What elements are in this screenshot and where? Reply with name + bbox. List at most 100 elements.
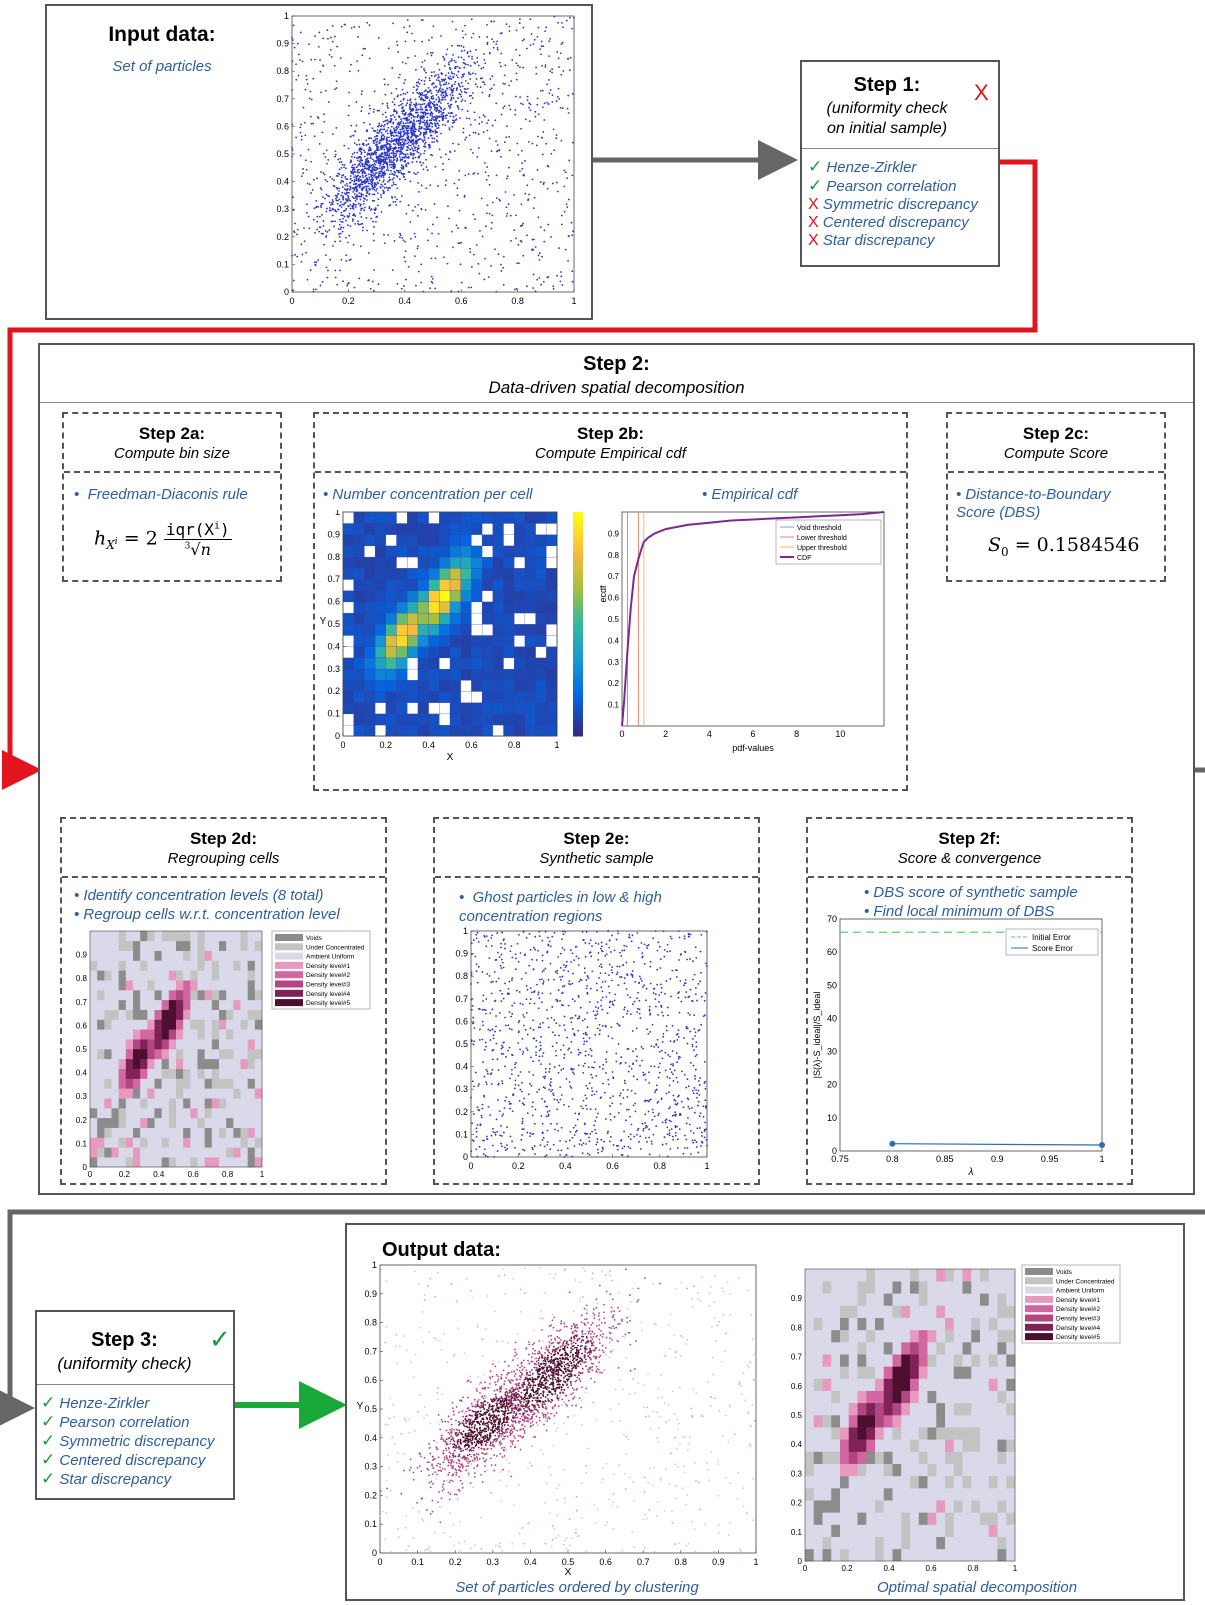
ghost-particle [607, 1083, 610, 1086]
regroup-cell [247, 980, 256, 991]
ghost-particle [541, 1021, 544, 1024]
regroup-cell [104, 1117, 112, 1128]
input-data-panel: Input data: Set of particles 0 0.2 0.4 0.6 0… [45, 4, 593, 320]
particle [390, 140, 393, 143]
heatmap-cell [471, 713, 483, 726]
regroup-cell [176, 1058, 184, 1069]
regroup-cell [90, 1049, 98, 1060]
particle [470, 286, 473, 289]
ghost-particle [520, 1090, 523, 1093]
particle [449, 105, 452, 108]
regroup-cell [247, 970, 256, 981]
ghost-particle [553, 1019, 556, 1021]
ghost-particle [661, 1049, 663, 1052]
particle [412, 119, 415, 122]
particle [458, 67, 461, 70]
particle [531, 238, 534, 241]
x-tick-label: 1 [260, 1170, 265, 1179]
particle [371, 164, 373, 167]
particle [356, 157, 358, 160]
ghost-particle [485, 1045, 488, 1048]
particle [411, 135, 413, 137]
particle [416, 115, 419, 118]
particle [541, 255, 544, 258]
particle [371, 187, 374, 190]
particle [361, 90, 363, 93]
heatmap-cell [460, 534, 472, 547]
particle [335, 210, 338, 213]
ghost-particle [490, 992, 493, 995]
ghost-particle [598, 977, 600, 979]
ghost-particle [654, 998, 657, 1000]
particle [567, 198, 570, 201]
ghost-particle [594, 1120, 597, 1122]
legend-label: Density level#4 [306, 991, 350, 998]
heatmap-cell [471, 646, 483, 659]
heatmap-cell [503, 623, 515, 636]
ghost-particle [703, 1136, 706, 1139]
regroup-cell [168, 1127, 177, 1138]
particle [342, 210, 345, 213]
particle [402, 138, 405, 141]
particle [449, 115, 452, 118]
regroup-cell [240, 1078, 248, 1089]
particle [383, 146, 385, 149]
particle [402, 142, 405, 145]
particle [557, 95, 559, 98]
particle [346, 184, 349, 187]
particle [398, 236, 401, 239]
ghost-particle [650, 1065, 652, 1068]
particle [483, 278, 486, 281]
ghost-particle [591, 1066, 593, 1069]
particle [521, 162, 524, 165]
regroup-cell [118, 1078, 127, 1089]
heatmap-cell [524, 713, 537, 726]
ghost-particle [485, 1068, 488, 1071]
ghost-particle [638, 999, 641, 1002]
heatmap-cell [449, 691, 462, 703]
particle [358, 143, 361, 146]
particle [293, 231, 296, 234]
particle [423, 149, 426, 152]
particle [382, 163, 385, 166]
ghost-particle [674, 1099, 677, 1102]
heatmap-cell [428, 601, 440, 614]
regroup-cell [204, 1019, 213, 1030]
particle [464, 33, 467, 36]
particle [537, 254, 540, 257]
ghost-particle [585, 1133, 587, 1136]
ghost-particle [652, 992, 655, 994]
particle [322, 196, 324, 199]
ghost-particle [523, 1016, 526, 1018]
particle [418, 78, 420, 81]
particle [496, 48, 499, 51]
particle [533, 38, 536, 41]
heatmap-cell [503, 556, 515, 569]
particle [546, 187, 549, 190]
regroup-cell [168, 1137, 177, 1148]
particle [446, 48, 449, 51]
ghost-particle [603, 1140, 605, 1143]
ghost-particle [652, 1111, 655, 1114]
particle [382, 120, 385, 123]
particle [404, 260, 407, 263]
particle [310, 122, 313, 125]
heatmap-cell [385, 657, 397, 670]
particle [443, 256, 445, 259]
particle [406, 142, 409, 145]
regroup-cell [168, 1068, 177, 1079]
particle [562, 70, 565, 72]
ghost-particle [502, 997, 505, 1000]
particle [534, 246, 537, 248]
y-tick-label: 0.5 [455, 1039, 468, 1049]
particle [395, 126, 398, 129]
particle [505, 215, 508, 217]
heatmap-cell [407, 623, 419, 636]
heatmap-cell [503, 612, 515, 625]
heatmap-cell [374, 590, 387, 603]
particle [295, 78, 298, 81]
particle [441, 78, 443, 81]
ghost-particle [648, 1009, 651, 1012]
ghost-particle [539, 1044, 542, 1047]
ghost-particle [699, 980, 701, 983]
